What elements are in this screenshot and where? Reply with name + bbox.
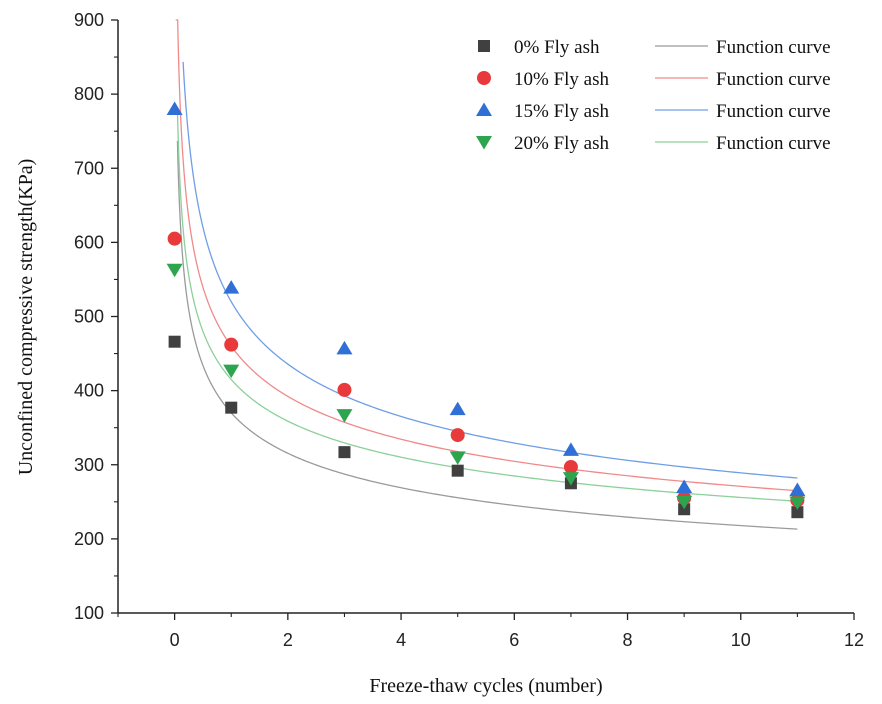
legend-curve-label-2: Function curve [716, 101, 831, 122]
data-point-s1-0 [167, 231, 182, 246]
x-tick-label: 8 [623, 630, 633, 650]
data-point-s1-3 [450, 428, 465, 443]
legend-curve-label-3: Function curve [716, 133, 831, 154]
data-markers [166, 101, 806, 519]
fit-curve-2 [182, 61, 798, 479]
data-point-s0-1 [225, 401, 238, 414]
data-point-s3-3 [449, 451, 466, 465]
y-tick-label: 100 [74, 603, 104, 623]
data-point-s3-4 [562, 472, 579, 486]
legend-marker-2 [476, 102, 492, 116]
y-tick-label: 700 [74, 158, 104, 178]
legend-label-1: 10% Fly ash [514, 69, 610, 90]
legend: 0% Fly ash Function curve 10% Fly ash Funct… [476, 37, 831, 154]
legend-marker-1 [477, 71, 491, 85]
fit-curve-3 [176, 110, 798, 502]
fit-curve-1 [175, 19, 798, 492]
legend-marker-3 [476, 136, 492, 150]
x-axis-title: Freeze-thaw cycles (number) [369, 675, 602, 697]
y-tick-label: 600 [74, 232, 104, 252]
x-tick-label: 12 [844, 630, 864, 650]
x-tick-label: 6 [509, 630, 519, 650]
data-point-s1-1 [224, 337, 239, 352]
legend-label-3: 20% Fly ash [514, 133, 610, 154]
data-point-s2-6 [789, 482, 806, 496]
legend-label-2: 15% Fly ash [514, 101, 610, 122]
data-point-s0-6 [791, 506, 804, 519]
y-tick-label: 800 [74, 84, 104, 104]
x-tick-label: 2 [283, 630, 293, 650]
y-tick-label: 400 [74, 381, 104, 401]
legend-curve-label-0: Function curve [716, 37, 831, 58]
legend-curve-label-1: Function curve [716, 69, 831, 90]
data-point-s3-0 [166, 263, 183, 278]
y-tick-label: 900 [74, 10, 104, 30]
y-tick-label: 200 [74, 529, 104, 549]
data-point-s0-0 [168, 335, 181, 348]
axes: 0 2 4 6 8 10 12 100 200 300 400 500 600 700 800 900 [74, 10, 864, 650]
data-point-s0-3 [451, 464, 464, 477]
legend-marker-0 [478, 40, 490, 52]
data-point-s1-4 [563, 459, 578, 474]
data-point-s3-2 [336, 409, 353, 423]
data-point-s3-6 [789, 496, 806, 511]
data-point-s3-1 [223, 364, 240, 379]
legend-label-0: 0% Fly ash [514, 37, 600, 58]
data-point-s2-1 [223, 280, 240, 294]
data-point-s2-5 [676, 479, 693, 493]
x-tick-label: 4 [396, 630, 406, 650]
x-tick-label: 10 [731, 630, 751, 650]
data-point-s2-2 [336, 340, 353, 355]
x-tick-label: 0 [170, 630, 180, 650]
y-axis-title: Unconfined compressive strength(KPa) [15, 159, 37, 476]
data-point-s1-2 [337, 382, 352, 397]
data-point-s2-4 [562, 442, 579, 456]
fit-curve-0 [176, 140, 798, 530]
data-point-s2-3 [449, 401, 466, 416]
y-tick-label: 300 [74, 455, 104, 475]
data-point-s2-0 [166, 101, 183, 115]
y-tick-label: 500 [74, 307, 104, 327]
data-point-s3-5 [676, 495, 693, 510]
data-point-s0-2 [338, 446, 351, 459]
fit-curves [175, 19, 798, 530]
